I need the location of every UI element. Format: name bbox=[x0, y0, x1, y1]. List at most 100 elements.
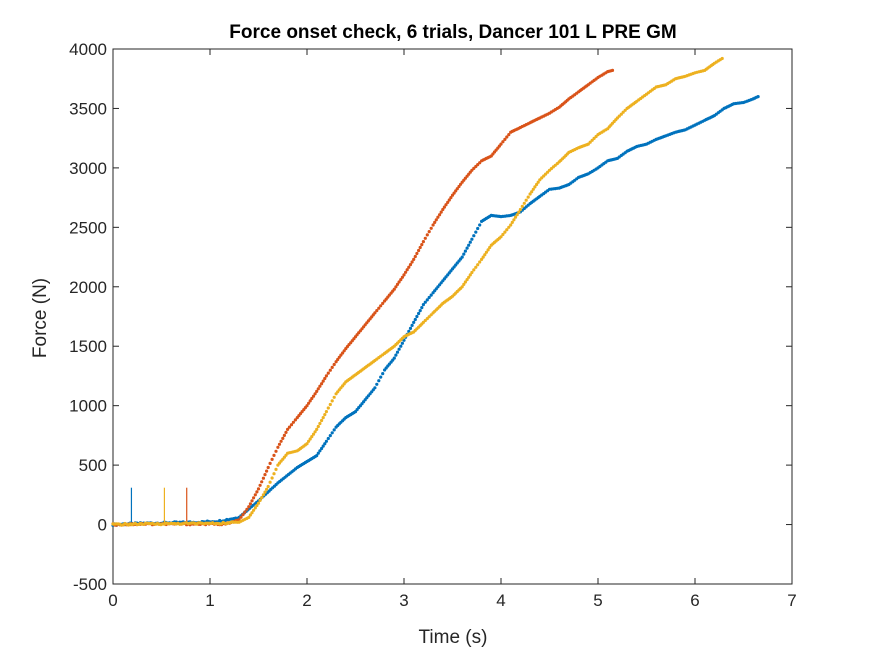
data-point bbox=[305, 404, 309, 408]
data-point bbox=[417, 248, 421, 253]
data-point bbox=[381, 372, 385, 376]
data-point bbox=[315, 389, 319, 393]
data-point bbox=[397, 347, 401, 351]
data-point bbox=[252, 496, 256, 500]
data-point bbox=[447, 198, 451, 202]
data-point bbox=[507, 225, 511, 229]
data-point bbox=[315, 427, 319, 431]
y-tick-label: 3500 bbox=[69, 99, 107, 118]
data-point bbox=[289, 423, 294, 427]
data-point bbox=[316, 424, 320, 429]
series-2 bbox=[111, 68, 615, 527]
data-point bbox=[756, 95, 760, 99]
series-layer bbox=[111, 56, 760, 528]
data-point bbox=[392, 287, 396, 291]
data-point bbox=[431, 223, 435, 227]
data-point bbox=[323, 442, 327, 446]
data-point bbox=[330, 399, 334, 403]
data-point bbox=[316, 387, 320, 391]
data-point bbox=[397, 280, 401, 284]
data-point bbox=[720, 56, 724, 61]
data-point bbox=[250, 499, 254, 503]
data-point bbox=[481, 255, 485, 259]
data-point bbox=[522, 201, 526, 205]
data-point bbox=[413, 317, 417, 322]
data-point bbox=[315, 454, 319, 458]
data-point bbox=[412, 320, 416, 324]
x-tick-label: 5 bbox=[593, 591, 602, 610]
data-point bbox=[425, 233, 429, 237]
data-point bbox=[324, 410, 328, 414]
data-point bbox=[375, 382, 379, 386]
data-point bbox=[323, 376, 327, 381]
data-point bbox=[619, 112, 623, 116]
data-point bbox=[467, 275, 471, 279]
y-tick-label: 4000 bbox=[69, 40, 107, 59]
data-point bbox=[533, 185, 537, 189]
data-point bbox=[439, 210, 443, 214]
data-point bbox=[399, 278, 403, 282]
data-point bbox=[336, 357, 340, 362]
data-point bbox=[407, 265, 411, 269]
y-tick-label: 500 bbox=[79, 456, 107, 475]
x-axis-label: Time (s) bbox=[419, 627, 488, 648]
data-point bbox=[328, 402, 332, 407]
data-point bbox=[503, 230, 507, 234]
data-point bbox=[505, 135, 509, 139]
data-point bbox=[258, 483, 262, 487]
data-point bbox=[474, 265, 478, 269]
data-point bbox=[305, 442, 309, 446]
data-point bbox=[307, 401, 311, 405]
data-point bbox=[379, 375, 383, 379]
data-point bbox=[311, 394, 316, 398]
y-tick-label: 1000 bbox=[69, 397, 107, 416]
y-tick-label: 2500 bbox=[69, 218, 107, 237]
data-point bbox=[438, 213, 442, 217]
data-point bbox=[460, 255, 464, 259]
data-point bbox=[291, 420, 295, 424]
data-point bbox=[505, 228, 509, 232]
data-point bbox=[342, 349, 346, 353]
data-point bbox=[341, 351, 345, 355]
data-point bbox=[293, 418, 297, 422]
data-point bbox=[423, 236, 427, 240]
data-point bbox=[245, 507, 249, 511]
data-point bbox=[441, 207, 445, 212]
data-point bbox=[415, 314, 419, 319]
data-point bbox=[536, 180, 540, 184]
data-point bbox=[457, 184, 461, 189]
data-point bbox=[408, 263, 413, 267]
data-point bbox=[423, 318, 427, 323]
data-point bbox=[263, 490, 267, 494]
data-point bbox=[243, 510, 247, 514]
data-point bbox=[395, 350, 400, 354]
data-point bbox=[413, 254, 417, 259]
data-point bbox=[429, 293, 433, 297]
data-point bbox=[324, 439, 328, 443]
data-point bbox=[261, 493, 265, 497]
data-point bbox=[544, 172, 548, 176]
x-tick-label: 3 bbox=[399, 591, 408, 610]
data-point bbox=[260, 496, 264, 500]
data-point bbox=[501, 232, 505, 237]
data-point bbox=[462, 282, 466, 286]
data-point bbox=[261, 476, 265, 480]
data-point bbox=[266, 484, 270, 489]
data-point bbox=[420, 243, 424, 247]
data-point bbox=[330, 431, 334, 435]
data-point bbox=[449, 196, 453, 200]
x-tick-label: 6 bbox=[690, 591, 699, 610]
data-point bbox=[418, 309, 422, 313]
data-point bbox=[287, 425, 292, 429]
data-point bbox=[392, 356, 396, 360]
data-point bbox=[408, 326, 413, 330]
data-point bbox=[535, 182, 539, 187]
data-point bbox=[377, 306, 381, 310]
data-point bbox=[324, 374, 328, 378]
data-point bbox=[241, 513, 245, 517]
data-point bbox=[524, 198, 528, 202]
data-point bbox=[321, 379, 325, 383]
data-point bbox=[518, 207, 523, 212]
data-point bbox=[248, 502, 252, 506]
